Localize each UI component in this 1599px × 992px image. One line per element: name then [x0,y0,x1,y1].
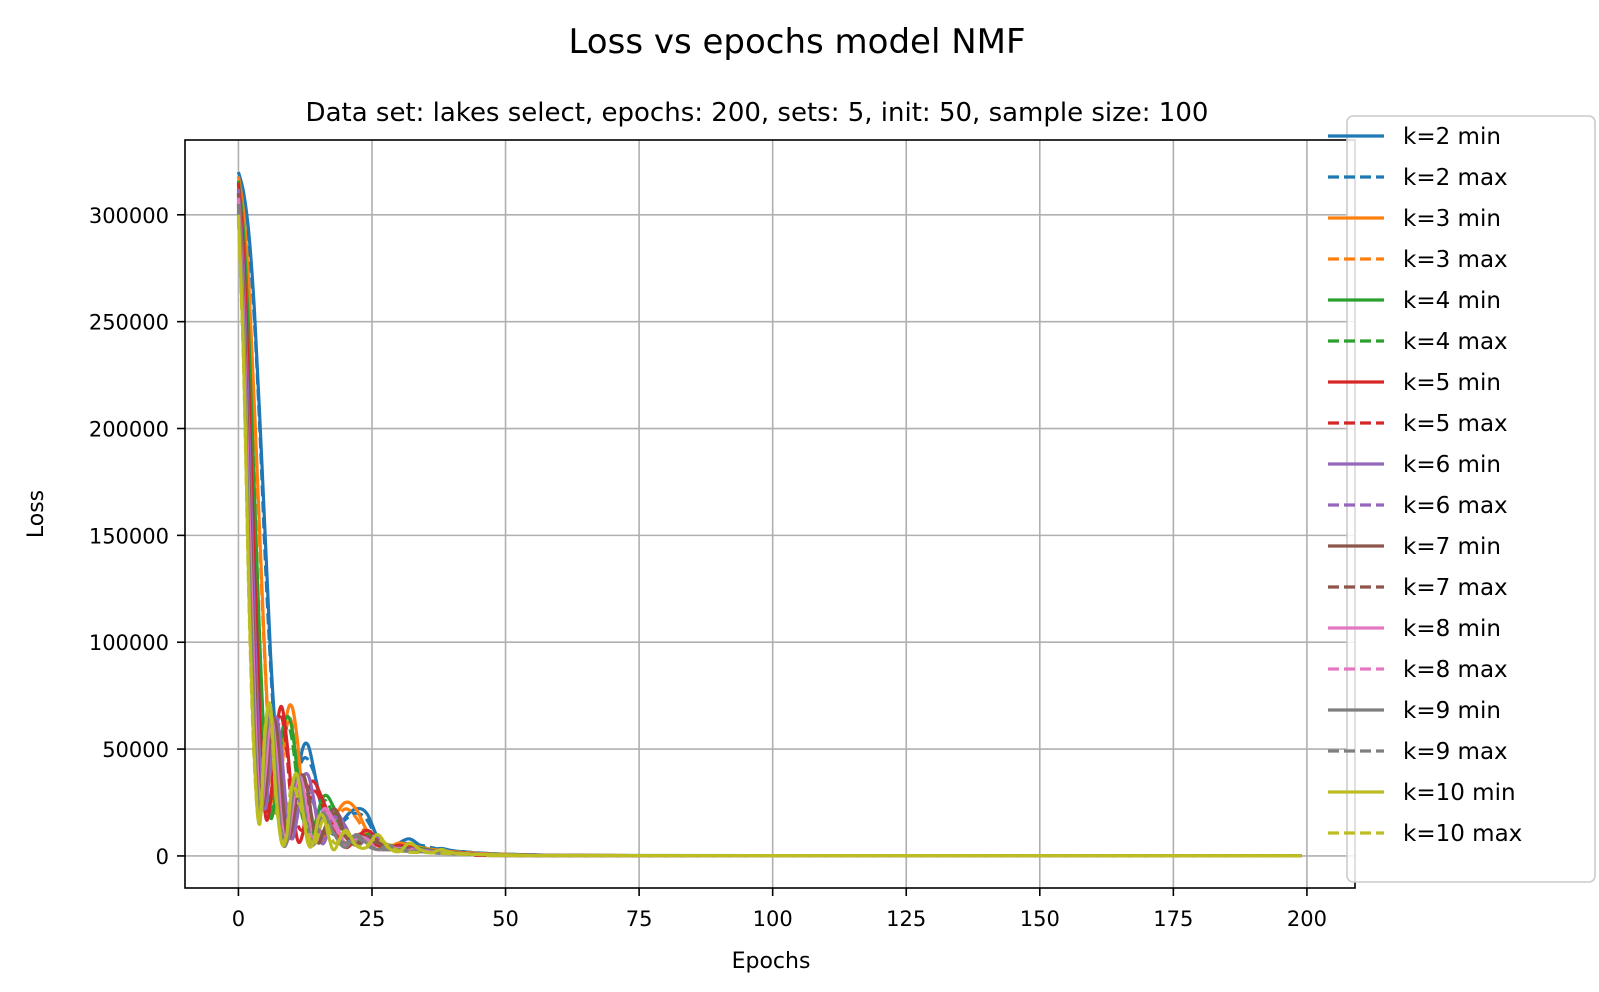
legend-label-k-3-max: k=3 max [1403,247,1508,273]
legend-label-k-6-max: k=6 max [1403,493,1508,519]
x-tick-label: 25 [359,907,386,931]
x-tick-label: 175 [1153,907,1193,931]
x-axis-ticks: 0 25 50 75 100 125 150 175 200 [232,888,1327,931]
x-tick-label: 75 [626,907,653,931]
legend: k=2 min k=2 max k=3 min k=3 max k=4 min k=4 m… [1328,115,1596,883]
legend-label-k-9-min: k=9 min [1403,698,1501,724]
y-tick-label: 150000 [89,524,169,548]
x-tick-label: 50 [492,907,519,931]
legend-box [1346,115,1596,883]
y-axis-ticks: 0 50000 100000 150000 200000 250000 300000 [89,204,185,869]
x-tick-label: 125 [886,907,926,931]
x-tick-label: 0 [232,907,245,931]
legend-label-k-4-max: k=4 max [1403,329,1508,355]
x-tick-label: 200 [1287,907,1327,931]
legend-label-k-7-min: k=7 min [1403,534,1501,560]
legend-label-k-2-min: k=2 min [1403,124,1501,150]
legend-label-k-10-min: k=10 min [1403,780,1516,806]
legend-label-k-6-min: k=6 min [1403,452,1501,478]
legend-label-k-3-min: k=3 min [1403,206,1501,232]
legend-label-k-10-max: k=10 max [1403,821,1522,847]
figure-title: Loss vs epochs model NMF [568,22,1025,62]
y-tick-label: 200000 [89,418,169,442]
series-lines [236,171,1302,858]
legend-label-k-2-max: k=2 max [1403,165,1508,191]
legend-label-k-4-min: k=4 min [1403,288,1501,314]
y-tick-label: 250000 [89,311,169,335]
y-tick-label: 300000 [89,204,169,228]
y-tick-label: 50000 [102,738,169,762]
legend-label-k-9-max: k=9 max [1403,739,1508,765]
legend-label-k-5-min: k=5 min [1403,370,1501,396]
series-line-k-10-max [236,219,1302,858]
y-tick-label: 0 [156,845,169,869]
axes-title: Data set: lakes select, epochs: 200, set… [306,98,1209,128]
legend-label-k-5-max: k=5 max [1403,411,1508,437]
x-axis-label: Epochs [732,949,811,974]
y-axis-label: Loss [24,490,49,538]
y-tick-label: 100000 [89,631,169,655]
x-tick-label: 100 [753,907,793,931]
legend-label-k-8-min: k=8 min [1403,616,1501,642]
legend-label-k-7-max: k=7 max [1403,575,1508,601]
x-tick-label: 150 [1020,907,1060,931]
legend-label-k-8-max: k=8 max [1403,657,1508,683]
